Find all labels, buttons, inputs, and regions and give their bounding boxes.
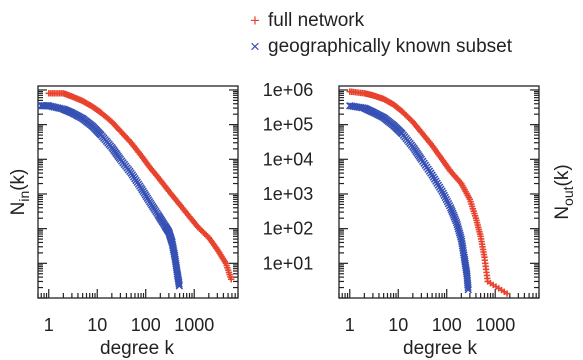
x-axis-label: degree k [100, 338, 174, 359]
y-axis-label-suffix: (k) [8, 169, 29, 191]
x-tick-labels: 1 10 100 1000 [44, 315, 214, 335]
plot-frame [37, 85, 239, 299]
legend-item-full-network: + full network [250, 10, 365, 31]
y-tick-label: 1e+04 [263, 149, 314, 169]
axis-ticks [338, 89, 540, 299]
y-tick-label: 1e+02 [263, 219, 314, 239]
legend-marker-x: × [250, 37, 260, 56]
y-tick-labels: 1e+06 1e+05 1e+04 1e+03 1e+02 1e+01 [263, 80, 314, 273]
y-tick-label: 1e+03 [263, 184, 314, 204]
data-point [503, 290, 511, 297]
x-tick-label: 1000 [174, 315, 214, 335]
x-tick-label: 100 [432, 315, 462, 335]
chart-panel-in-degree: 1 10 100 1000 degree k Nin(k) [8, 85, 239, 359]
chart-panel-out-degree: 1 10 100 1000 degree k Nout(k) [338, 85, 576, 359]
x-tick-label: 10 [87, 315, 107, 335]
x-axis-label: degree k [403, 338, 477, 359]
x-tick-label: 1 [345, 315, 355, 335]
series-full-network [346, 88, 511, 297]
legend-item-geographic-subset: × geographically known subset [250, 36, 513, 57]
y-tick-label: 1e+01 [263, 253, 314, 273]
y-tick-label: 1e+06 [263, 80, 314, 100]
series-full-network [45, 90, 235, 283]
data-marks [346, 88, 511, 297]
data-point [464, 283, 472, 292]
data-point [464, 285, 472, 294]
y-axis-label-subscript: in [16, 191, 32, 202]
axis-ticks [37, 89, 239, 299]
x-tick-labels: 1 10 100 1000 [345, 315, 515, 335]
data-point [227, 275, 235, 283]
data-marks [37, 90, 235, 290]
y-axis-label: Nout(k) [552, 164, 576, 219]
series-geographic-subset [37, 102, 184, 290]
y-axis-label-suffix: (k) [552, 164, 573, 186]
x-tick-label: 1000 [475, 315, 515, 335]
y-axis-label-main: N [8, 202, 29, 216]
x-tick-label: 1 [44, 315, 54, 335]
y-tick-label: 1e+05 [263, 115, 314, 135]
data-point [175, 282, 184, 290]
legend-label: geographically known subset [268, 36, 513, 57]
x-tick-label: 100 [131, 315, 161, 335]
y-axis-label: Nin(k) [8, 169, 32, 216]
legend: + full network × geographically known su… [250, 10, 513, 57]
x-tick-label: 10 [388, 315, 408, 335]
series-geographic-subset [346, 102, 472, 294]
y-axis-label-subscript: out [560, 186, 576, 206]
data-point [175, 280, 183, 288]
y-axis-label-main: N [552, 206, 573, 220]
legend-marker-plus: + [250, 11, 260, 30]
legend-label: full network [268, 10, 365, 31]
